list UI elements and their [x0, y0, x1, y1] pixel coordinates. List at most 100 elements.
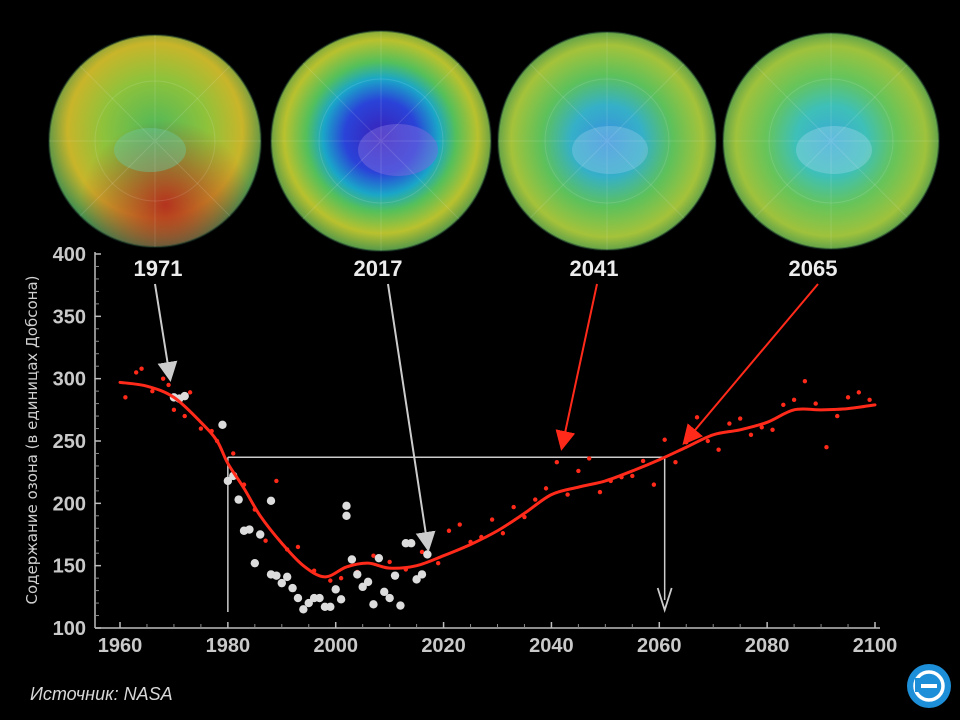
year-label-2065: 2065: [789, 256, 838, 281]
observed-point: [331, 585, 340, 594]
modeled-point: [630, 473, 635, 479]
callout-arrows: [154, 283, 819, 552]
chart-axes: [94, 252, 880, 629]
modeled-point: [640, 458, 646, 464]
modeled-point: [716, 447, 721, 452]
modeled-point: [543, 486, 549, 491]
modeled-point: [662, 437, 667, 442]
modeled-point: [511, 504, 516, 510]
observed-point: [304, 598, 313, 608]
modeled-point: [295, 544, 301, 550]
modeled-point: [446, 528, 452, 533]
globe-2041: [497, 31, 717, 251]
observed-point: [256, 530, 265, 539]
arrow-2017: [387, 283, 436, 552]
observed-point: [277, 578, 286, 588]
observed-point: [412, 575, 421, 584]
x-tick-label: 2080: [745, 635, 790, 657]
modeled-point: [737, 416, 743, 421]
observed-point: [315, 593, 324, 603]
modeled-point: [231, 451, 236, 456]
observed-point: [363, 577, 373, 587]
observed-point: [293, 593, 303, 603]
y-axis-ticks: 100 150 200 250 300 350 400: [53, 244, 101, 640]
observed-point: [288, 583, 297, 593]
observed-point: [423, 550, 432, 559]
x-tick-label: 1980: [206, 635, 251, 657]
observed-point: [417, 570, 427, 579]
globe-2017: [270, 30, 492, 252]
y-tick-label: 400: [53, 244, 86, 266]
trend-line: [118, 380, 877, 579]
modeled-point: [133, 370, 139, 375]
observed-point: [380, 587, 389, 597]
source-caption: Источник: NASA: [30, 684, 173, 704]
modeled-point: [565, 492, 570, 497]
modeled-point: [856, 390, 862, 395]
modeled-point: [198, 426, 204, 431]
year-label-2017: 2017: [354, 256, 403, 281]
modeled-point: [705, 438, 711, 444]
modeled-point: [160, 376, 166, 381]
observed-point: [369, 600, 378, 609]
modeled-point: [435, 560, 441, 566]
observed-point: [326, 602, 335, 612]
observed-point: [266, 496, 276, 506]
modeled-point: [171, 407, 177, 413]
modeled-point: [824, 445, 829, 450]
observed-point: [396, 601, 405, 610]
modeled-point: [533, 497, 538, 502]
observed-points: [169, 391, 432, 614]
observed-point: [223, 476, 233, 486]
modeled-point: [597, 489, 603, 495]
x-tick-label: 2040: [529, 635, 574, 657]
modeled-point: [338, 575, 344, 581]
observed-point: [234, 495, 243, 504]
modeled-point: [673, 459, 678, 465]
modeled-point: [694, 415, 700, 420]
publisher-logo[interactable]: [907, 664, 951, 708]
observed-point: [282, 572, 292, 582]
observed-point: [353, 570, 362, 579]
modeled-point: [522, 514, 527, 520]
modeled-point: [500, 531, 506, 536]
y-tick-label: 100: [53, 618, 86, 640]
year-label-1971: 1971: [134, 256, 183, 281]
observed-point: [299, 605, 308, 614]
logo-icon: [913, 670, 945, 702]
observed-point: [180, 391, 189, 401]
modeled-point: [727, 421, 732, 426]
y-tick-label: 350: [53, 306, 86, 328]
observed-point: [336, 595, 346, 604]
modeled-point: [371, 553, 376, 558]
globe-2065: [722, 32, 940, 250]
y-tick-label: 300: [53, 369, 86, 391]
x-tick-label: 2100: [853, 635, 898, 657]
modeled-point: [263, 538, 268, 543]
modeled-point: [845, 395, 851, 400]
modeled-point: [813, 401, 818, 406]
observed-point: [218, 420, 227, 429]
y-tick-label: 250: [53, 431, 86, 453]
x-tick-label: 2020: [421, 635, 466, 657]
modeled-point: [274, 478, 279, 484]
modeled-point: [150, 388, 155, 394]
y-tick-label: 150: [53, 556, 86, 578]
observed-point: [342, 501, 351, 511]
y-tick-label: 200: [53, 493, 86, 515]
arrow-1971: [154, 283, 178, 382]
observed-point: [342, 511, 351, 520]
observed-point: [272, 571, 281, 580]
modeled-point: [791, 397, 797, 403]
modeled-point: [770, 427, 775, 432]
modeled-point: [835, 413, 840, 419]
modeled-point: [554, 459, 560, 465]
modeled-point: [576, 468, 581, 474]
modeled-point: [781, 402, 786, 408]
globe-1971: [48, 34, 262, 248]
modeled-point: [489, 517, 495, 522]
modeled-point: [187, 390, 193, 395]
observed-point: [390, 571, 400, 580]
modeled-point: [328, 578, 333, 583]
